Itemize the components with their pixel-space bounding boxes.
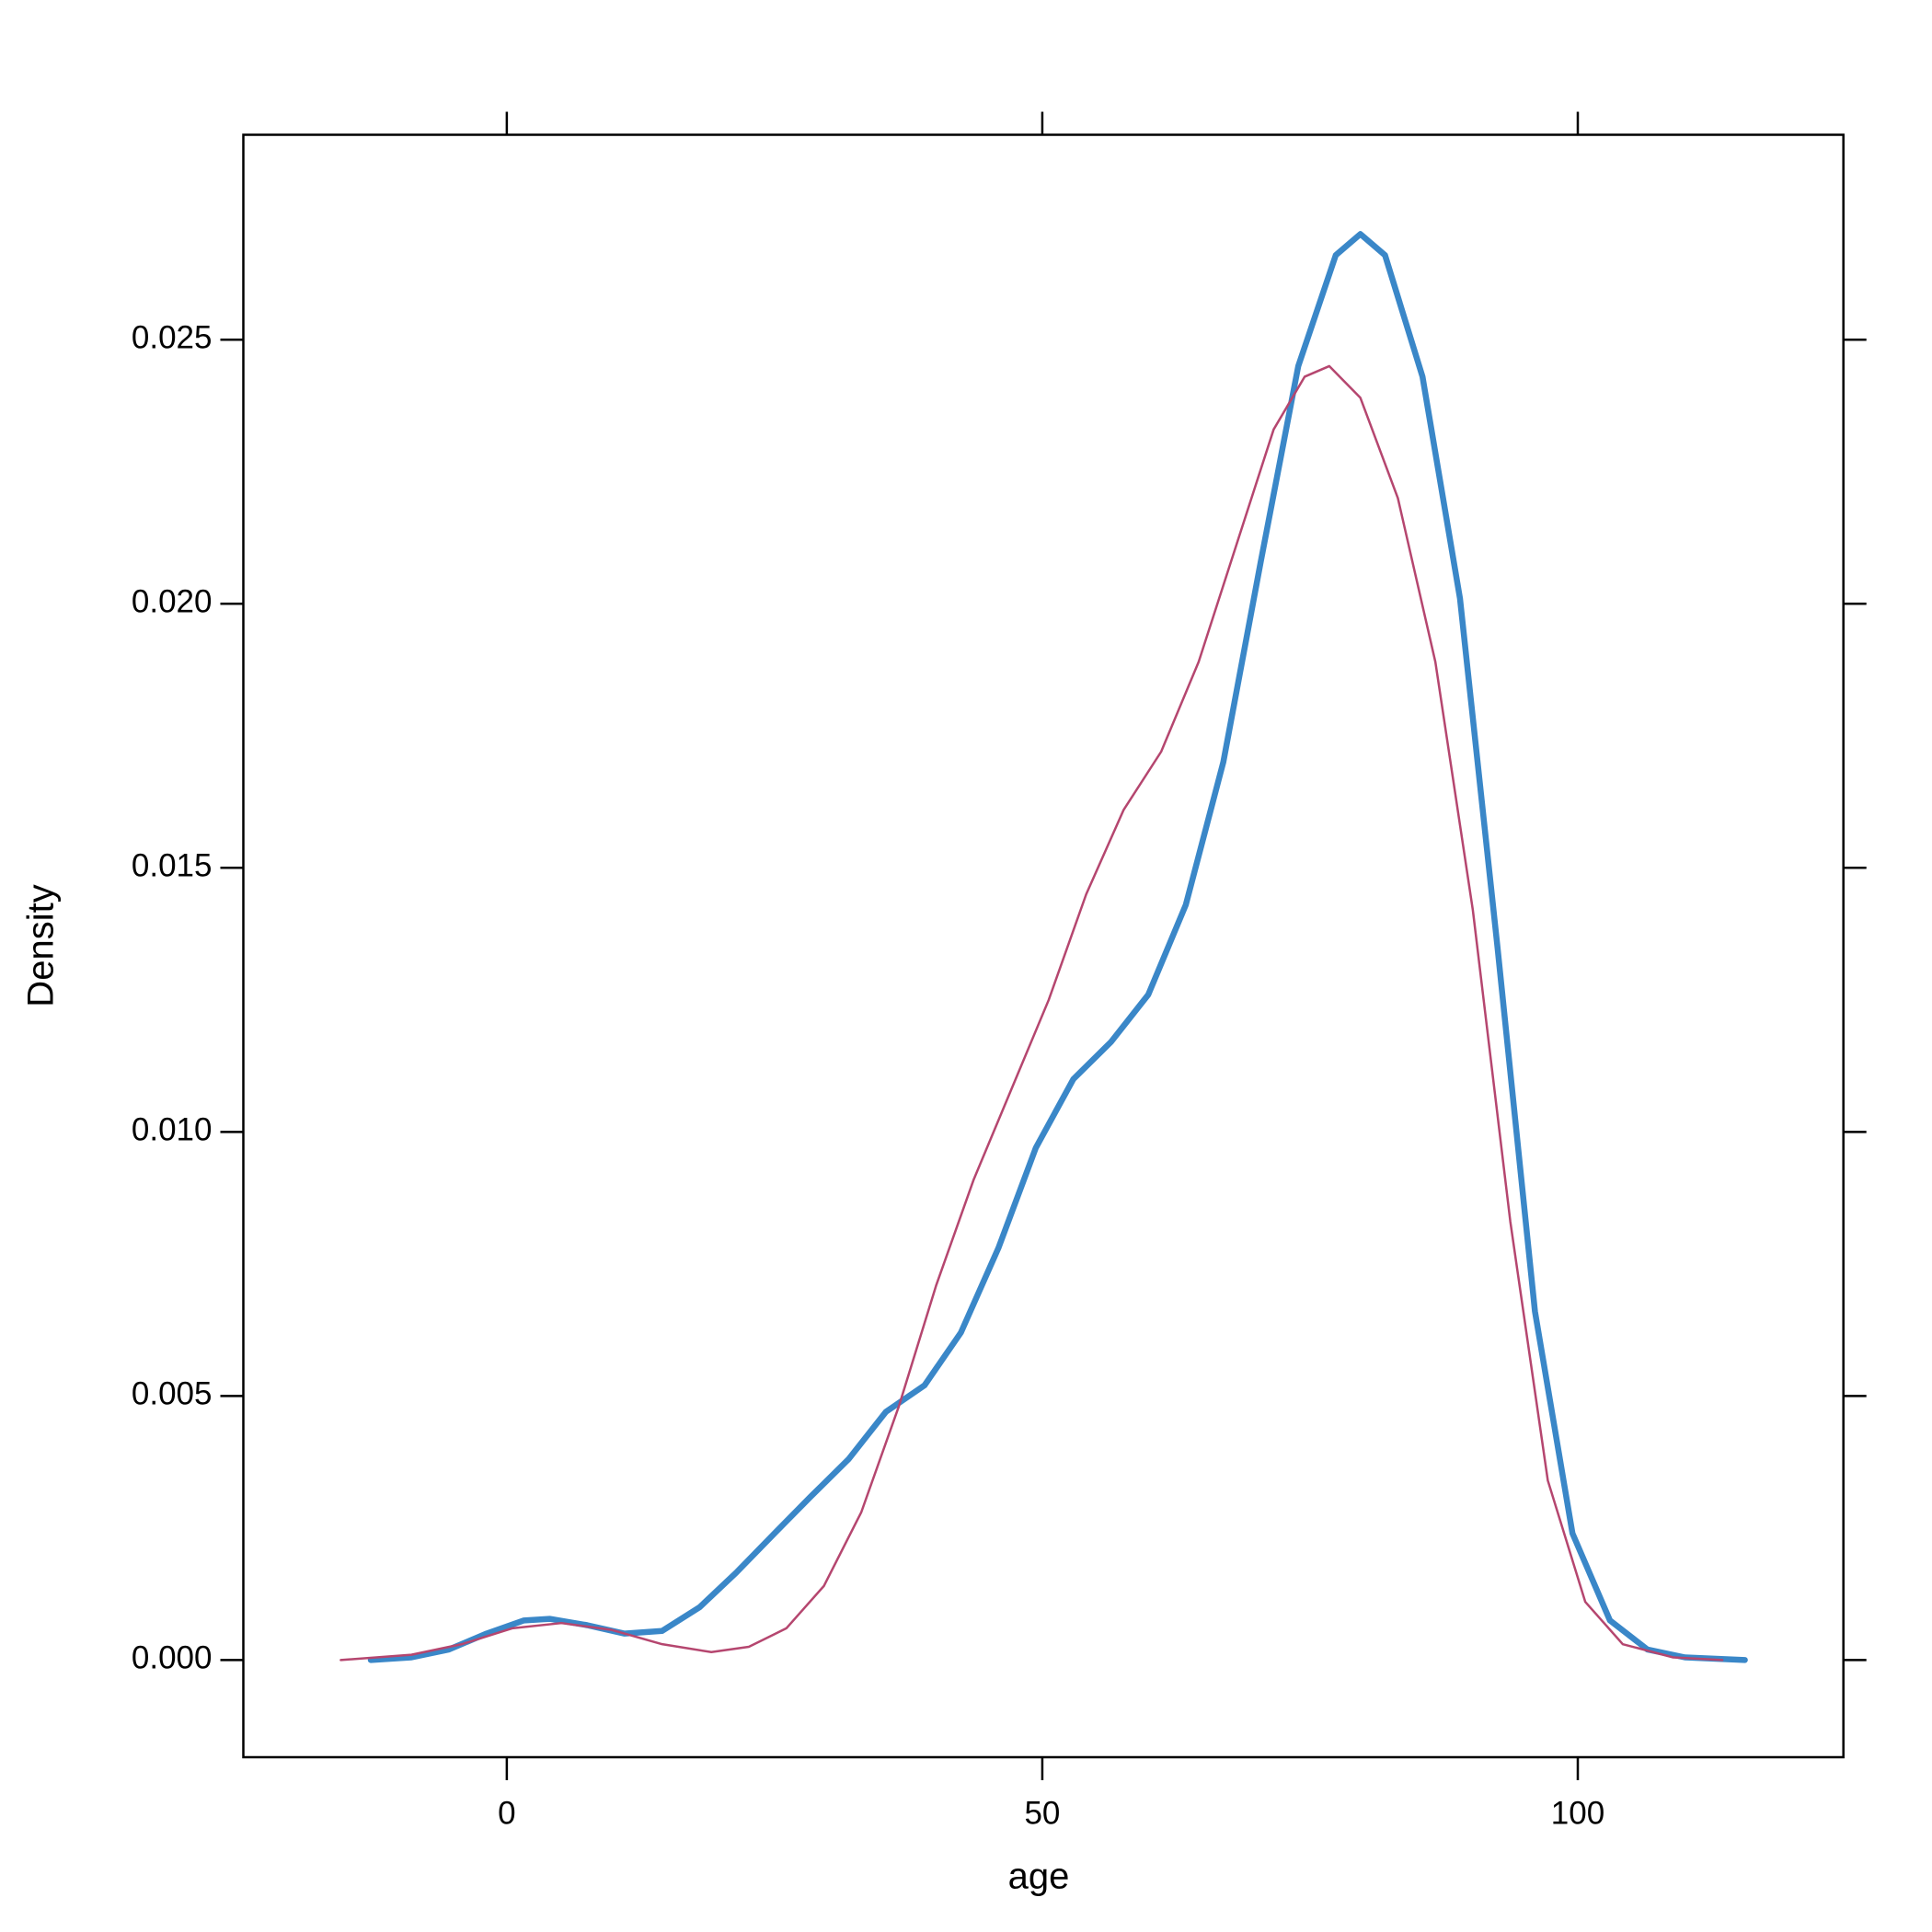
y-tick-label: 0.010 (132, 1112, 213, 1148)
y-tick-label: 0.025 (132, 319, 213, 355)
panel-frame (242, 133, 1845, 1759)
y-axis-label: Density (21, 884, 62, 1006)
x-tick-label: 0 (498, 1795, 515, 1831)
y-tick-label: 0.005 (132, 1376, 213, 1412)
y-tick-label: 0.020 (132, 584, 213, 620)
y-tick-label: 0.015 (132, 848, 213, 884)
density-line (339, 364, 1724, 1662)
x-tick-label: 100 (1551, 1795, 1604, 1831)
x-axis-label: age (1008, 1857, 1070, 1897)
y-tick-label: 0.000 (132, 1640, 213, 1676)
x-tick-label: 50 (1024, 1795, 1060, 1831)
density-line (367, 231, 1748, 1663)
